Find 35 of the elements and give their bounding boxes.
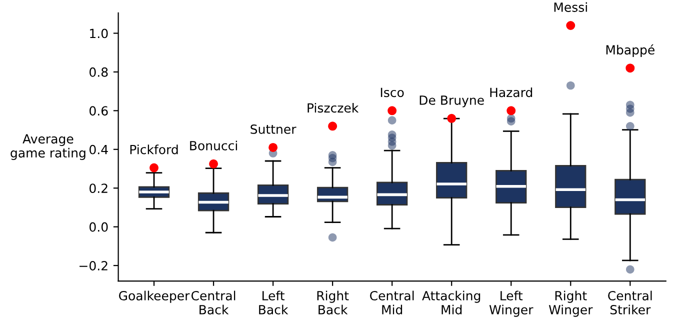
- annotation: Pickford: [130, 144, 178, 154]
- annotation: Mbappé: [606, 44, 654, 57]
- y-tick-label: 0.4: [90, 144, 108, 154]
- y-tick-label: 0.8: [90, 67, 108, 77]
- x-tick-label: Right Back: [317, 290, 349, 314]
- annotation: Piszczek: [308, 102, 359, 113]
- annotation: Isco: [380, 88, 404, 98]
- y-tick-label: 0.0: [90, 222, 108, 232]
- point: [388, 106, 397, 116]
- point: [209, 159, 218, 168]
- y-tick-label: 1.0: [90, 28, 108, 38]
- x-tick-label: Central Back: [191, 290, 236, 314]
- point: [150, 163, 159, 172]
- point: [626, 64, 635, 73]
- annotation: Bonucci: [190, 140, 237, 150]
- annotation: Hazard: [490, 87, 532, 98]
- point: [268, 142, 278, 152]
- point: [566, 21, 576, 30]
- x-tick-label: Attacking Mid: [422, 290, 480, 314]
- y-tick-label: 0.2: [90, 184, 108, 194]
- x-tick-label: Goalkeeper: [119, 290, 190, 303]
- x-tick-label: Central Striker: [608, 290, 652, 314]
- x-tick-label: Left Back: [259, 290, 288, 314]
- x-tick-label: Left Winger: [489, 290, 534, 317]
- point: [328, 122, 338, 131]
- annotation: Suttner: [250, 124, 296, 134]
- point: [447, 114, 456, 123]
- y-tick-label: −0.2: [80, 260, 108, 270]
- annotation: De Bruyne: [420, 96, 484, 108]
- point: [506, 106, 516, 116]
- x-tick-label: Central Mid: [370, 290, 414, 314]
- x-tick-label: Right Winger: [548, 290, 593, 317]
- y-tick-label: 0.6: [90, 106, 108, 116]
- annotation: Messi: [554, 2, 587, 12]
- y-axis-title: Average game rating: [10, 134, 86, 160]
